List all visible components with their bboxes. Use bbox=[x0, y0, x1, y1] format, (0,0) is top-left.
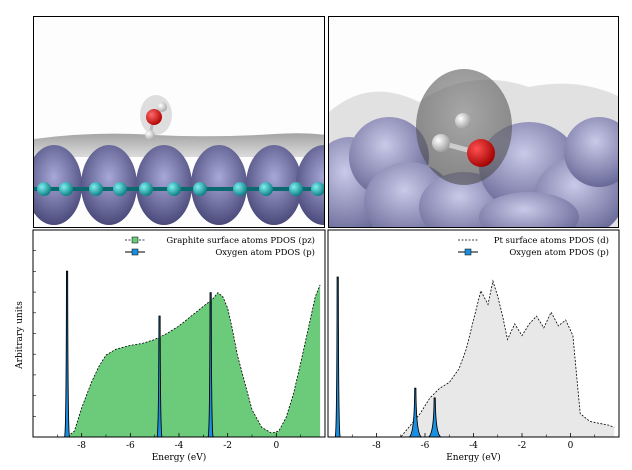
oxygen-peak bbox=[407, 387, 423, 438]
graphite-pdos-line bbox=[33, 284, 321, 438]
oxygen-peak bbox=[63, 270, 71, 438]
oxygen-peak bbox=[156, 315, 163, 438]
x-tick-label: -4 bbox=[175, 441, 184, 451]
graphite-pdos-chart: -8 -6 -4 -2 0 Energy (eV) Graphite surface ato… bbox=[32, 229, 326, 463]
legend-entry: Graphite surface atoms PDOS (pz) bbox=[166, 235, 315, 246]
platinum-water-rendering bbox=[328, 16, 619, 228]
y-axis-label: Arbitrary units bbox=[15, 301, 25, 370]
x-tick-label: 0 bbox=[273, 441, 279, 451]
x-tick-label: -8 bbox=[77, 441, 86, 451]
x-tick-label: -6 bbox=[421, 441, 430, 451]
graphite-scene bbox=[34, 95, 324, 225]
legend-entry: Oxygen atom PDOS (p) bbox=[215, 247, 315, 258]
legend-entry: Pt surface atoms PDOS (d) bbox=[494, 235, 609, 246]
legend-swatch-marker bbox=[464, 248, 472, 256]
water-molecule bbox=[140, 95, 172, 140]
x-tick-label: -6 bbox=[126, 441, 135, 451]
x-axis-label: Energy (eV) bbox=[152, 452, 207, 463]
platinum-scene bbox=[329, 69, 618, 227]
graphite-water-rendering bbox=[33, 16, 325, 228]
x-tick-label: 0 bbox=[568, 441, 574, 451]
oxygen-peak bbox=[207, 292, 214, 438]
x-tick-label: -2 bbox=[223, 441, 232, 451]
legend-entry: Oxygen atom PDOS (p) bbox=[509, 247, 609, 258]
x-tick-label: -4 bbox=[469, 441, 478, 451]
x-tick-label: -2 bbox=[518, 441, 527, 451]
carbon-atoms bbox=[34, 182, 324, 196]
graphite-pdos-area bbox=[33, 284, 321, 437]
oxygen-peak bbox=[334, 276, 341, 438]
x-axis-label: Energy (eV) bbox=[446, 452, 501, 463]
pz-orbital-lobes bbox=[34, 145, 324, 225]
x-tick-label: -8 bbox=[372, 441, 381, 451]
oxygen-peak bbox=[427, 397, 443, 438]
platinum-pdos-chart: -8 -6 -4 -2 0 Energy (eV) Pt surface atoms PDO… bbox=[327, 229, 620, 463]
legend-swatch-marker bbox=[131, 248, 139, 256]
legend-swatch-marker bbox=[131, 236, 139, 244]
water-molecule bbox=[432, 113, 495, 167]
pt-pdos-area bbox=[328, 281, 615, 437]
